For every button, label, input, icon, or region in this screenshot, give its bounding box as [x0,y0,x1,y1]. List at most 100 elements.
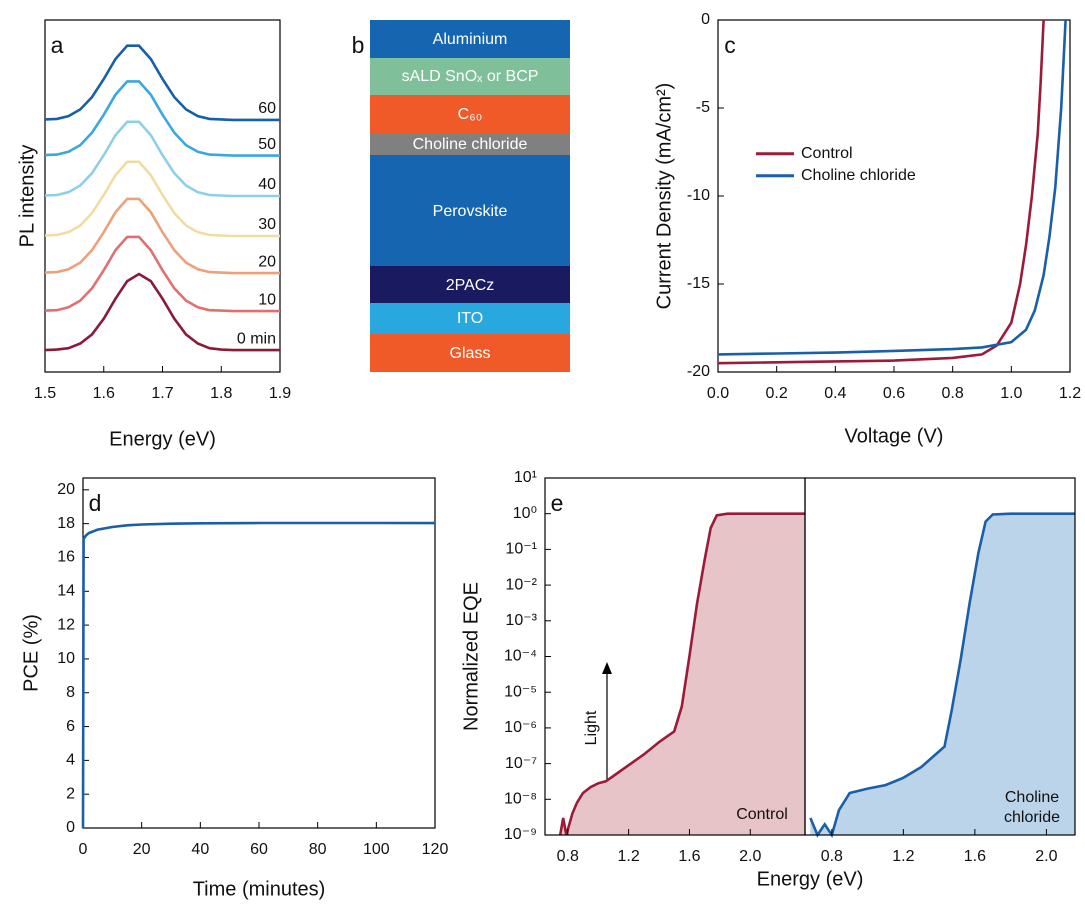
y-tick-label: -5 [696,99,710,116]
x-tick-label: 1.6 [964,848,986,865]
y-tick-label: 10⁻⁷ [505,755,537,772]
line [81,521,436,829]
layer [370,266,570,303]
x-axis-title: Time (minutes) [193,878,326,900]
y-tick-label: 0 [66,819,75,836]
x-tick-label: 0.2 [766,385,788,402]
y-tick-label: 8 [66,684,75,701]
x-tick-label: 0.4 [824,385,846,402]
annotation: Choline [1005,789,1059,806]
y-tick-label: 10⁻⁴ [504,648,537,665]
layer [370,134,570,155]
layer [370,155,570,266]
arrow-head [602,662,612,674]
area [810,513,1075,835]
y-tick-label: 20 [57,481,75,498]
x-axis-title: Energy (eV) [109,428,216,450]
line [44,197,280,275]
y-tick-label: 16 [57,549,75,566]
layer-label: ITO [457,310,483,327]
layer-label: Choline chloride [413,136,528,153]
x-tick-label: 2.0 [1035,848,1057,865]
plot-frame [717,19,1071,373]
x-tick-label: 1.8 [210,385,232,402]
y-tick-label: 12 [57,616,75,633]
y-tick-label: 10⁰ [513,505,537,522]
line [717,19,1045,365]
y-tick-label: 2 [66,785,75,802]
line [809,512,1075,839]
x-tick-label: 1.2 [618,848,640,865]
legend-label: Choline chloride [801,167,916,184]
line [717,19,1067,356]
x-tick-label: 0 [79,841,88,858]
layer-label: sALD SnOₓ or BCP [402,68,539,85]
x-tick-label: 20 [133,841,151,858]
series-label: 40 [258,176,276,193]
line [44,160,280,238]
series-label: 60 [258,100,276,117]
panel-label: e [551,490,564,516]
y-tick-label: 4 [66,752,75,769]
layer [370,20,570,58]
y-tick-label: 10⁻¹ [505,541,537,558]
line [44,235,280,313]
y-tick-label: 10⁻⁸ [504,791,537,808]
y-tick-label: 14 [57,583,75,600]
y-tick-label: 10⁻⁹ [504,826,537,843]
y-axis-title: Normalized EQE [460,582,482,731]
series-label: 10 [258,291,276,308]
x-tick-label: 40 [191,841,209,858]
series-label: 50 [258,136,276,153]
layer [370,58,570,95]
x-tick-label: 0.8 [821,848,843,865]
layer-label: Glass [450,345,491,362]
line [44,80,280,157]
x-tick-label: 0.8 [557,848,579,865]
y-tick-label: -20 [687,363,710,380]
x-tick-label: 60 [250,841,268,858]
y-tick-label: 0 [701,11,710,28]
plot-frame [82,477,436,829]
x-tick-label: 1.9 [269,385,291,402]
x-tick-label: 100 [363,841,390,858]
y-axis-title: PL intensity [16,145,38,248]
layer [370,334,570,372]
panel-label: a [51,32,64,58]
layer-stack: Aluminium sALD SnOₓ or BCP C₆₀ Choline c… [352,20,570,372]
area [560,513,805,835]
panel-label: d [89,490,102,516]
line [44,120,280,198]
layer [370,95,570,134]
annotation: chloride [1004,809,1060,826]
panel-label: c [724,32,736,58]
series-label: 0 min [237,330,276,347]
x-tick-label: 0.0 [707,385,729,402]
y-tick-label: 10⁻⁵ [504,683,537,700]
series-label: 30 [258,216,276,233]
series-label: 20 [258,253,276,270]
layer-label: 2PACz [446,277,495,294]
panel-label: b [352,32,365,58]
line [44,44,280,122]
plot-frame [804,477,1076,836]
x-axis-title: Energy (eV) [757,868,864,890]
x-tick-label: 1.0 [1000,385,1022,402]
x-tick-label: 0.8 [942,385,964,402]
y-tick-label: 10⁻³ [505,612,537,629]
y-tick-label: -15 [687,275,710,292]
x-tick-label: 120 [422,841,449,858]
x-tick-label: 1.2 [892,848,914,865]
x-tick-label: 1.6 [678,848,700,865]
line [558,512,805,836]
line [44,272,280,352]
x-tick-label: 1.6 [93,385,115,402]
y-tick-label: 10⁻² [505,576,537,593]
x-axis-title: Voltage (V) [845,425,944,447]
x-tick-label: 0.6 [883,385,905,402]
x-tick-label: 1.7 [151,385,173,402]
x-tick-label: 2.0 [739,848,761,865]
y-tick-label: 10 [57,650,75,667]
y-tick-label: 10¹ [514,469,537,486]
